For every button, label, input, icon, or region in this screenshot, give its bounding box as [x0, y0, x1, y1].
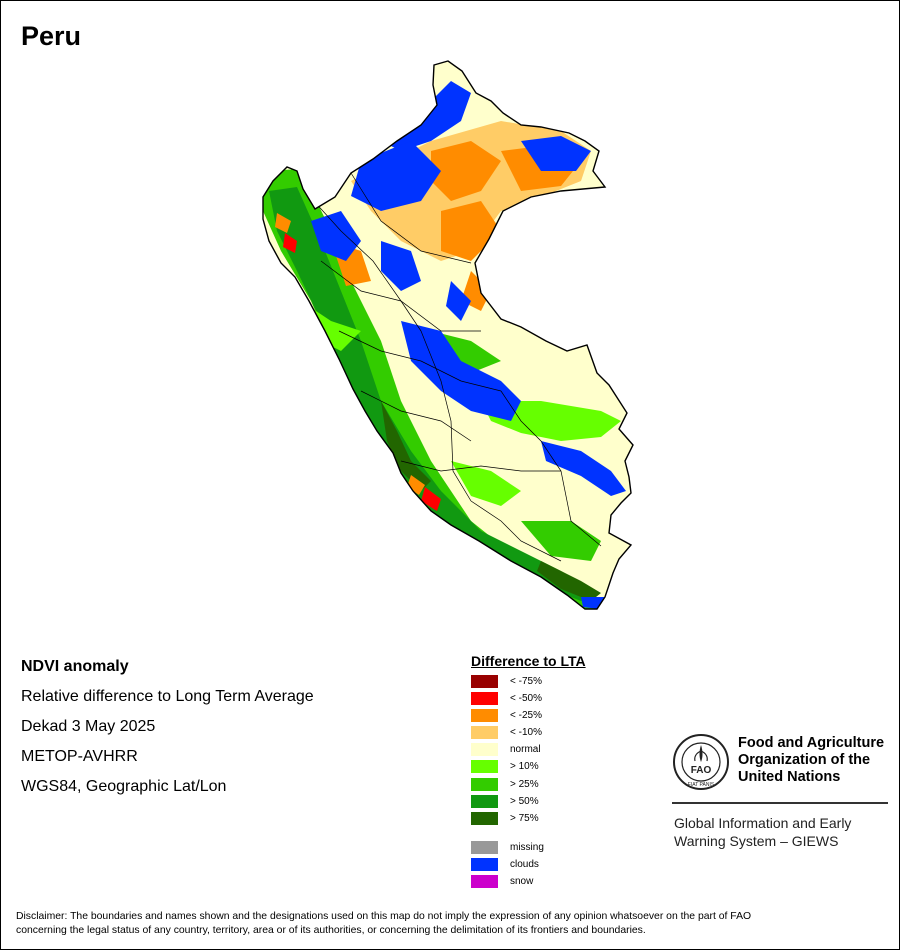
fao-organization-name: Food and Agriculture Organization of the…	[738, 735, 888, 786]
legend-swatch	[471, 709, 498, 723]
map-info: NDVI anomaly Relative difference to Long…	[21, 657, 314, 807]
legend: Difference to LTA < -75% < -50% < -25% < -1…	[471, 653, 586, 890]
giews-program-name: Global Information and Early Warning Sys…	[674, 814, 889, 850]
legend-swatch	[471, 777, 498, 791]
program-line: Global Information and Early	[674, 815, 852, 831]
anomaly-raster	[263, 61, 633, 609]
legend-label: snow	[510, 876, 534, 888]
anomaly-patch-clouds	[541, 441, 626, 496]
legend-item: clouds	[471, 856, 586, 873]
legend-label: > 50%	[510, 795, 539, 807]
anomaly-patch-very-wet	[269, 187, 597, 601]
legend-swatch	[471, 794, 498, 808]
disclaimer-line: Disclaimer: The boundaries and names sho…	[16, 911, 752, 922]
admin-boundary	[470, 500, 562, 562]
legend-title: Difference to LTA	[471, 653, 586, 669]
legend-swatch	[471, 811, 498, 825]
legend-classes: < -75% < -50% < -25% < -10% normal > 10% > 25%…	[471, 673, 586, 827]
anomaly-patch-wet-light	[451, 461, 521, 506]
legend-item: snow	[471, 873, 586, 890]
admin-boundary	[420, 330, 472, 502]
anomaly-patch-clouds	[381, 241, 421, 291]
legend-swatch	[471, 675, 498, 688]
anomaly-patch-very-dry	[283, 233, 297, 253]
fao-emblem-motto: FIAT PANIS	[688, 782, 715, 788]
anomaly-patch-clouds	[311, 211, 361, 261]
anomaly-patch-clouds	[401, 321, 521, 421]
legend-label: > 25%	[510, 778, 539, 790]
legend-item: < -75%	[471, 673, 586, 690]
admin-boundary	[320, 260, 481, 332]
legend-swatch	[471, 875, 498, 889]
legend-item: normal	[471, 741, 586, 758]
peru-anomaly-map	[262, 60, 634, 610]
anomaly-patch-clouds	[521, 136, 591, 171]
sensor-name: METOP-AVHRR	[21, 748, 138, 765]
legend-special-classes: missing clouds snow	[471, 839, 586, 890]
anomaly-patch-dry	[431, 141, 501, 201]
legend-swatch	[471, 760, 498, 774]
legend-label: clouds	[510, 858, 539, 870]
legend-item: > 50%	[471, 793, 586, 810]
fao-logo-icon: FAO FIAT PANIS	[673, 734, 729, 790]
legend-item: > 25%	[471, 776, 586, 793]
disclaimer: Disclaimer: The boundaries and names sho…	[16, 910, 886, 937]
divider	[672, 802, 888, 804]
org-name-line: United Nations	[738, 769, 841, 785]
legend-item: < -25%	[471, 707, 586, 724]
legend-swatch	[471, 743, 498, 757]
anomaly-patch-clouds	[446, 281, 471, 321]
org-name-line: Food and Agriculture	[738, 735, 885, 751]
admin-boundaries	[302, 172, 602, 562]
program-line: Warning System – GIEWS	[674, 833, 839, 849]
admin-boundary	[360, 390, 472, 442]
anomaly-patch-wet	[521, 521, 601, 561]
product-description: Relative difference to Long Term Average	[21, 688, 314, 705]
legend-item: < -50%	[471, 690, 586, 707]
legend-item: < -10%	[471, 724, 586, 741]
legend-swatch	[471, 692, 498, 706]
anomaly-patch-dry	[275, 213, 291, 233]
legend-label: < -50%	[510, 693, 542, 705]
admin-boundary	[338, 330, 502, 392]
legend-item: > 10%	[471, 758, 586, 775]
anomaly-patches	[263, 81, 626, 609]
fao-emblem-text: FAO	[691, 765, 712, 776]
anomaly-patch-extreme-wet	[537, 561, 601, 601]
legend-label: < -75%	[510, 676, 542, 687]
org-name-line: Organization of the	[738, 752, 871, 768]
time-period: Dekad 3 May 2025	[21, 718, 156, 735]
anomaly-patch-very-dry	[421, 487, 441, 511]
admin-boundary	[400, 460, 561, 472]
legend-item: > 75%	[471, 810, 586, 827]
legend-label: missing	[510, 841, 544, 853]
admin-boundary	[500, 390, 602, 547]
product-name: NDVI anomaly	[21, 658, 129, 675]
admin-boundary	[350, 172, 472, 264]
anomaly-patch-extreme-wet	[381, 401, 431, 491]
legend-label: > 75%	[510, 812, 539, 824]
legend-label: < -10%	[510, 727, 542, 739]
legend-label: normal	[510, 744, 541, 756]
legend-label: < -25%	[510, 710, 542, 722]
disclaimer-line: concerning the legal status of any count…	[16, 924, 646, 936]
map-title: Peru	[21, 21, 82, 51]
legend-label: > 10%	[510, 761, 539, 773]
admin-boundary	[302, 188, 422, 332]
projection-info: WGS84, Geographic Lat/Lon	[21, 778, 227, 795]
legend-swatch	[471, 726, 498, 740]
legend-swatch	[471, 840, 498, 854]
legend-swatch	[471, 857, 498, 871]
legend-item: missing	[471, 839, 586, 856]
